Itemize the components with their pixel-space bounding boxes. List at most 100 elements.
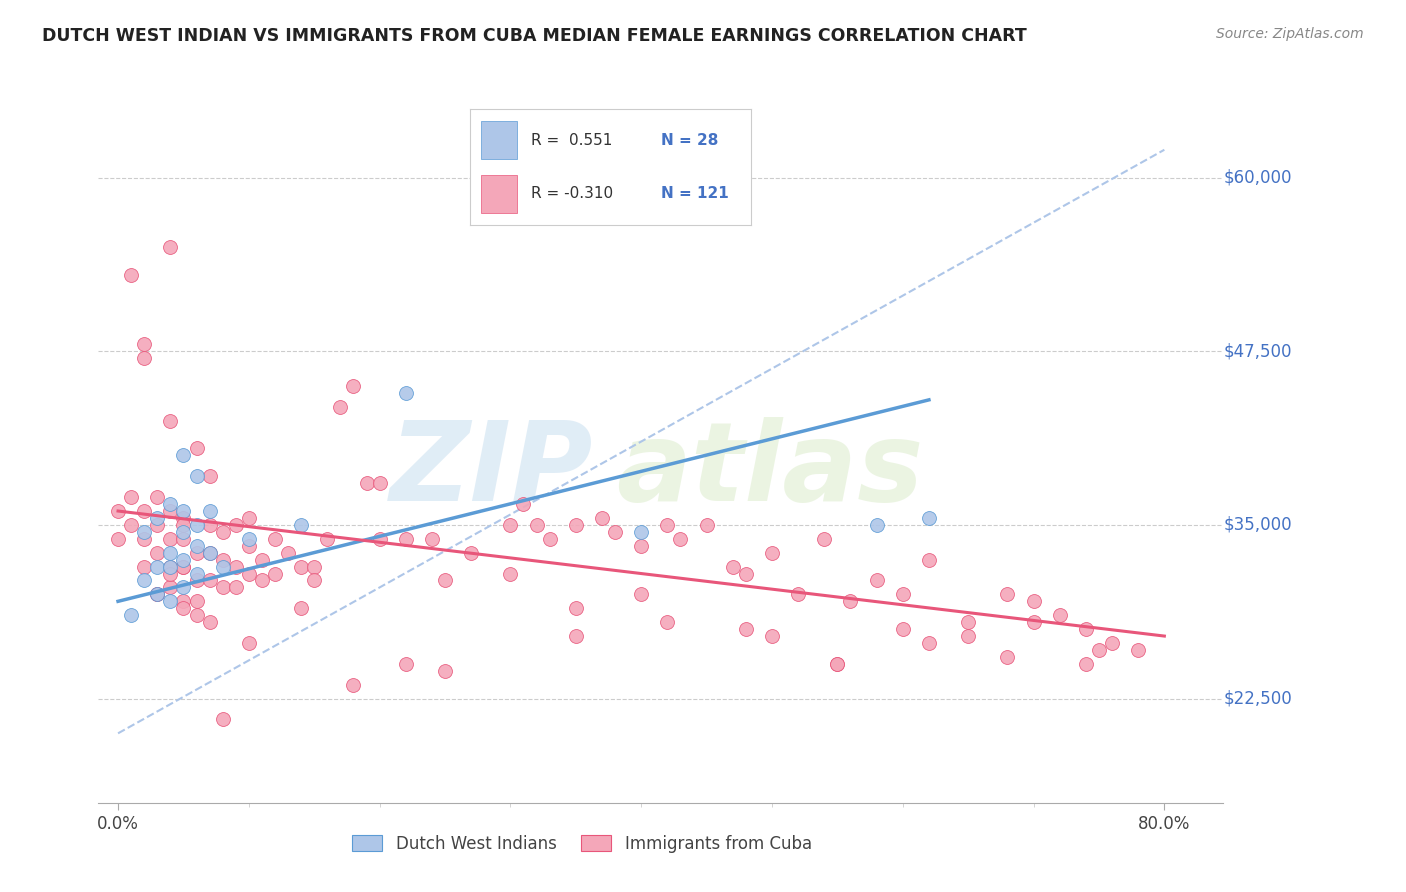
Point xyxy=(159,559,181,574)
Point xyxy=(499,566,522,581)
Point xyxy=(264,532,287,546)
Point xyxy=(159,532,181,546)
Point xyxy=(146,559,169,574)
Point xyxy=(630,524,652,539)
Point xyxy=(891,622,914,636)
Point xyxy=(813,532,835,546)
Point xyxy=(159,240,181,254)
Point xyxy=(839,594,862,608)
Point xyxy=(395,532,418,546)
Point xyxy=(957,629,980,643)
Point xyxy=(198,517,221,532)
Point xyxy=(238,539,260,553)
Point xyxy=(159,559,181,574)
Point xyxy=(630,539,652,553)
Point xyxy=(1088,643,1111,657)
Point xyxy=(159,504,181,518)
Point xyxy=(198,615,221,630)
Point xyxy=(186,546,208,560)
Point xyxy=(565,601,588,615)
Point xyxy=(696,517,718,532)
Point xyxy=(198,504,221,518)
Point xyxy=(225,517,247,532)
Point xyxy=(146,517,169,532)
Point xyxy=(172,511,194,525)
Point xyxy=(186,539,208,553)
Point xyxy=(238,566,260,581)
Point xyxy=(997,649,1019,664)
Point xyxy=(134,532,156,546)
Point xyxy=(657,615,679,630)
Point xyxy=(159,581,181,595)
Point xyxy=(434,664,457,678)
Point xyxy=(159,546,181,560)
Point xyxy=(264,566,287,581)
Point xyxy=(134,524,156,539)
Point xyxy=(186,442,208,456)
Text: Source: ZipAtlas.com: Source: ZipAtlas.com xyxy=(1216,27,1364,41)
Point xyxy=(290,559,312,574)
Point xyxy=(159,566,181,581)
Point xyxy=(120,608,142,623)
Point xyxy=(146,587,169,601)
Point xyxy=(827,657,849,671)
Point xyxy=(146,490,169,504)
Point xyxy=(512,497,534,511)
Point xyxy=(159,497,181,511)
Point xyxy=(395,385,418,400)
Point xyxy=(211,581,233,595)
Point xyxy=(211,559,233,574)
Point xyxy=(538,532,561,546)
Point xyxy=(591,511,613,525)
Point xyxy=(329,400,352,414)
Point xyxy=(734,622,756,636)
Text: DUTCH WEST INDIAN VS IMMIGRANTS FROM CUBA MEDIAN FEMALE EARNINGS CORRELATION CHA: DUTCH WEST INDIAN VS IMMIGRANTS FROM CUB… xyxy=(42,27,1026,45)
Point xyxy=(1128,643,1150,657)
Point xyxy=(172,517,194,532)
Point xyxy=(198,546,221,560)
Point xyxy=(172,581,194,595)
Legend: Dutch West Indians, Immigrants from Cuba: Dutch West Indians, Immigrants from Cuba xyxy=(346,828,818,860)
Point xyxy=(120,517,142,532)
Point xyxy=(1074,622,1097,636)
Point xyxy=(134,504,156,518)
Point xyxy=(172,552,194,566)
Point xyxy=(460,546,482,560)
Point xyxy=(603,524,626,539)
Text: atlas: atlas xyxy=(616,417,924,524)
Point xyxy=(787,587,810,601)
Point xyxy=(1049,608,1071,623)
Point xyxy=(172,559,194,574)
Point xyxy=(198,469,221,483)
Text: ZIP: ZIP xyxy=(389,417,593,524)
Point xyxy=(356,476,378,491)
Point xyxy=(827,657,849,671)
Point xyxy=(526,517,548,532)
Point xyxy=(865,574,887,588)
Point xyxy=(120,490,142,504)
Point xyxy=(302,574,325,588)
Point xyxy=(1022,594,1045,608)
Point xyxy=(420,532,443,546)
Point xyxy=(957,615,980,630)
Point xyxy=(565,517,588,532)
Point xyxy=(918,552,941,566)
Point xyxy=(225,559,247,574)
Point xyxy=(734,566,756,581)
Point xyxy=(107,532,129,546)
Point xyxy=(186,574,208,588)
Point xyxy=(891,587,914,601)
Point xyxy=(172,559,194,574)
Point xyxy=(134,559,156,574)
Point xyxy=(172,532,194,546)
Point xyxy=(198,574,221,588)
Point xyxy=(211,713,233,727)
Point xyxy=(499,517,522,532)
Point xyxy=(172,504,194,518)
Point xyxy=(238,532,260,546)
Point xyxy=(172,601,194,615)
Point xyxy=(918,636,941,650)
Point xyxy=(186,469,208,483)
Point xyxy=(342,379,364,393)
Point xyxy=(198,546,221,560)
